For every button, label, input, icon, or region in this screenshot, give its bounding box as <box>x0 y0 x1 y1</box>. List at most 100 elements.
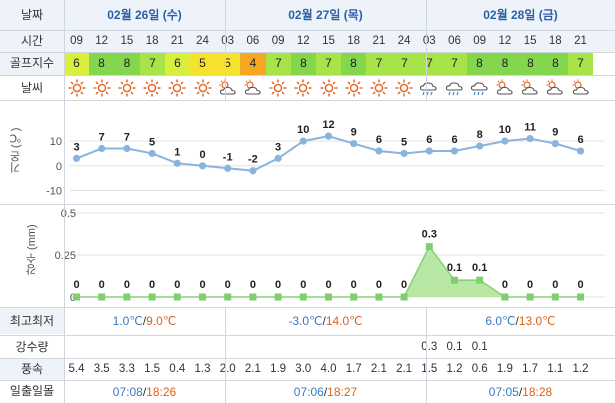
precip-value-label: 0 <box>325 279 331 291</box>
precip-ytick: 0.25 <box>55 250 76 262</box>
minmax-separator: / <box>322 314 326 328</box>
sun-icon <box>90 78 114 98</box>
temp-point <box>123 144 131 153</box>
min-temp: 1.0℃ <box>112 314 143 328</box>
golf-index-label: 골프지수 <box>0 52 64 75</box>
time-label: 시간 <box>20 34 44 48</box>
min-temp: -3.0℃ <box>288 314 323 328</box>
rain-icon <box>468 78 492 98</box>
day-header-3: 02월 28일 (금) <box>483 8 558 22</box>
temp-point <box>476 142 484 150</box>
golf-index-cell: 8 <box>89 52 114 75</box>
wind-cell: 4.0 <box>320 363 337 375</box>
golf-index-cell: 6 <box>165 52 190 75</box>
temp-point <box>98 144 106 153</box>
sun-separator: / <box>323 385 328 399</box>
time-cell: 09 <box>473 35 487 47</box>
time-cell: 12 <box>296 35 310 47</box>
wind-cell: 2.1 <box>396 363 413 375</box>
precip-value-label: 0.1 <box>447 262 462 274</box>
wind-cell: 1.2 <box>572 363 589 375</box>
golf-index-cell: 8 <box>518 52 543 75</box>
temp-value-label: 3 <box>73 141 79 153</box>
temp-value-label: 7 <box>99 132 105 144</box>
precip-point <box>224 293 232 301</box>
precip-value-label: 0 <box>527 279 533 291</box>
time-cell: 18 <box>347 35 361 47</box>
time-cell: 15 <box>523 35 537 47</box>
precip-point <box>299 293 307 301</box>
precip-value-label: 0 <box>149 279 155 291</box>
golf-index-cell: 7 <box>266 52 291 75</box>
temp-point <box>148 149 156 158</box>
temp-value-label: 7 <box>124 132 130 144</box>
temp-value-label: 10 <box>297 124 309 136</box>
time-cell: 06 <box>448 35 461 47</box>
sun-icon <box>317 78 341 98</box>
temp-point <box>501 137 509 145</box>
temp-point <box>400 149 408 158</box>
rain-icon <box>417 78 441 98</box>
precip-value-label: 0 <box>225 279 231 291</box>
temp-point <box>526 135 534 143</box>
sun-icon <box>115 78 139 98</box>
sunrise-sunset-label: 일출일몰 <box>9 384 55 398</box>
wind-cell: 0.6 <box>471 363 488 375</box>
weather-label: 날씨 <box>20 81 44 95</box>
sun-separator: / <box>518 385 523 399</box>
temp-value-label: 6 <box>577 134 583 146</box>
partly-cloudy-icon <box>493 78 517 98</box>
precip-amount-cell: 0.1 <box>446 341 463 353</box>
temp-point <box>173 159 181 167</box>
sunrise-time: 07:06 <box>293 385 324 399</box>
temp-point <box>249 167 257 175</box>
time-cell: 21 <box>170 35 184 47</box>
wind-cell: 1.9 <box>270 363 287 375</box>
sun-icon <box>291 78 315 98</box>
time-cell: 06 <box>246 35 260 47</box>
precip-value-label: 0 <box>351 279 357 291</box>
temp-point <box>324 132 333 140</box>
golf-index-cell: 5 <box>215 52 240 75</box>
precip-point <box>274 293 282 301</box>
precip-point <box>73 293 80 301</box>
wind-cell: 2.1 <box>370 363 387 375</box>
time-cell: 15 <box>322 35 335 47</box>
golf-index-cell: 8 <box>467 52 492 75</box>
precip-ytick: 0.5 <box>61 208 76 220</box>
wind-label: 풍속 <box>0 358 64 380</box>
time-cell: 03 <box>221 35 235 47</box>
time-cell: 21 <box>372 35 386 47</box>
precip-point <box>325 293 332 301</box>
precip-value-label: 0.1 <box>472 262 487 274</box>
temp-value-label: 0 <box>199 149 205 161</box>
max-temp: 9.0℃ <box>146 314 177 328</box>
precipitation-axis-label: 강수 (mm) <box>26 224 38 276</box>
sunset-time: 18:26 <box>146 385 177 399</box>
wind-cell: 1.5 <box>421 363 438 375</box>
temp-point <box>375 147 383 155</box>
precip-point <box>98 293 106 301</box>
time-cell: 24 <box>196 35 209 47</box>
golf-index-cell: 8 <box>492 52 518 75</box>
temp-value-label: 6 <box>426 134 432 146</box>
precip-point <box>375 293 383 301</box>
minmax-day-2: -3.0℃/14.0℃ <box>225 314 426 328</box>
temp-point <box>72 154 81 162</box>
partly-cloudy-icon <box>543 78 567 98</box>
minmax-separator: / <box>142 314 147 328</box>
golf-index-cell: 7 <box>140 52 165 75</box>
minmax-separator: / <box>515 314 519 328</box>
time-row <box>0 30 615 52</box>
precip-value-label: 0 <box>552 279 558 291</box>
golf-index-cell: 7 <box>316 52 341 75</box>
sun-day-2: 07:06/18:27 <box>225 385 426 399</box>
temp-point <box>551 139 559 148</box>
precip-point <box>476 276 484 284</box>
precip-point <box>350 293 358 301</box>
temp-ytick: 0 <box>56 161 62 173</box>
wind-cell: 1.5 <box>144 363 161 375</box>
golf-index-cell: 8 <box>543 52 568 75</box>
golf-index-cell: 7 <box>442 52 467 75</box>
